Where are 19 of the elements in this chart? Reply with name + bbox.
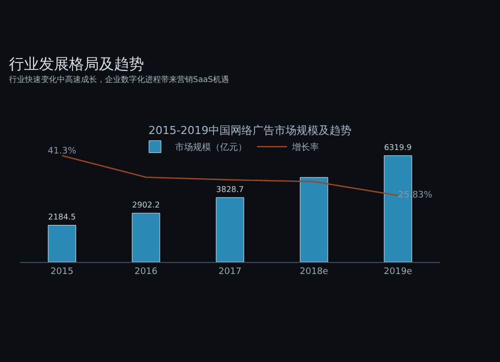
bar <box>132 212 160 262</box>
bar <box>216 197 244 262</box>
text: 行业发展格局及趋势 <box>9 55 144 73</box>
chart-title: 2015-2019中国网络广告市场规模及趋势 <box>148 124 352 138</box>
legend-label: 增长率 <box>291 142 319 154</box>
data-label: 3828.7 <box>216 184 244 194</box>
x-tick-label: 2019e <box>384 266 413 277</box>
data-label: 2184.5 <box>48 212 76 222</box>
x-tick-label: 2017 <box>218 266 242 277</box>
data-label: 2902.2 <box>132 200 160 210</box>
x-tick-label: 2015 <box>50 266 74 277</box>
legend-label: 市场规模（亿元） <box>175 142 247 154</box>
text: 行业快速变化中高速成长，企业数字化进程带来营销SaaS机遇 <box>9 75 229 84</box>
bar <box>48 224 76 262</box>
x-tick-label: 2018e <box>300 266 329 277</box>
data-label: 41.3% <box>48 146 77 156</box>
bar <box>300 177 328 262</box>
x-tick-label: 2016 <box>134 266 158 277</box>
data-label: 6319.9 <box>384 142 412 152</box>
